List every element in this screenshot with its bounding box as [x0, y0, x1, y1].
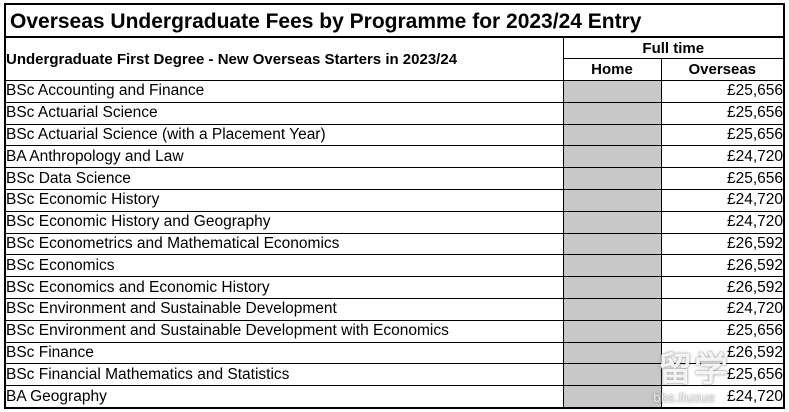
overseas-fee-cell: £24,720: [660, 297, 784, 321]
overseas-fee-cell: £24,720: [660, 145, 784, 169]
subheader-row: Home Overseas: [6, 58, 784, 81]
programme-name: BSc Economics and Economic History: [6, 276, 564, 299]
overseas-fee-cell: £25,656: [660, 167, 784, 190]
home-fee-cell: [562, 319, 662, 343]
table-row: BSc Financial Mathematics and Statistics…: [6, 363, 784, 387]
table-row: BSc Finance £26,592: [6, 341, 784, 365]
programme-name: BSc Actuarial Science: [6, 101, 564, 125]
table-row: BSc Economic History £24,720: [6, 188, 784, 212]
overseas-fee-cell: £24,720: [660, 385, 784, 407]
home-fee-cell: [562, 167, 662, 190]
programme-name: BSc Econometrics and Mathematical Econom…: [6, 232, 564, 256]
home-fee-cell: [562, 363, 662, 387]
header-row: Undergraduate First Degree - New Oversea…: [6, 38, 784, 81]
overseas-fee-cell: £24,720: [660, 188, 784, 212]
programme-name: BSc Finance: [6, 341, 564, 365]
home-fee-cell: [562, 232, 662, 256]
home-fee-cell: [562, 297, 662, 321]
home-fee-cell: [562, 101, 662, 125]
programme-name: BSc Economic History and Geography: [6, 210, 564, 234]
table-row: BSc Environment and Sustainable Developm…: [6, 297, 784, 321]
overseas-fee-cell: £24,720: [660, 210, 784, 234]
programme-name: BSc Accounting and Finance: [6, 80, 564, 103]
programme-name: BSc Environment and Sustainable Developm…: [6, 297, 564, 321]
overseas-fee-cell: £26,592: [660, 232, 784, 256]
table-row: BSc Economics £26,592: [6, 254, 784, 278]
programme-name: BA Geography: [6, 385, 564, 407]
table-row: BSc Actuarial Science (with a Placement …: [6, 123, 784, 147]
home-fee-cell: [562, 210, 662, 234]
home-fee-cell: [562, 188, 662, 212]
home-column-header: Home: [563, 58, 662, 81]
table-row: BSc Economic History and Geography £24,72…: [6, 210, 784, 234]
table-row: BSc Econometrics and Mathematical Econom…: [6, 232, 784, 256]
fees-table: Undergraduate First Degree - New Oversea…: [6, 38, 784, 407]
table-row: BA Geography £24,720: [6, 385, 784, 407]
table-row: BA Anthropology and Law £24,720: [6, 145, 784, 169]
table-row: BSc Actuarial Science £25,656: [6, 101, 784, 125]
overseas-fee-cell: £26,592: [660, 341, 784, 365]
programme-name: BSc Environment and Sustainable Developm…: [6, 319, 564, 343]
home-fee-cell: [562, 123, 662, 147]
table-row: BSc Environment and Sustainable Developm…: [6, 319, 784, 343]
overseas-fee-cell: £25,656: [660, 363, 784, 387]
programme-name: BSc Actuarial Science (with a Placement …: [6, 123, 564, 147]
table-row: BSc Data Science £25,656: [6, 167, 784, 190]
programme-name: BSc Economics: [6, 254, 564, 278]
overseas-fee-cell: £25,656: [660, 123, 784, 147]
programme-name: BSc Data Science: [6, 167, 564, 190]
page-title: Overseas Undergraduate Fees by Programme…: [6, 5, 783, 38]
programme-name: BA Anthropology and Law: [6, 145, 564, 169]
home-fee-cell: [562, 276, 662, 299]
home-fee-cell: [562, 145, 662, 169]
overseas-fee-cell: £25,656: [660, 80, 784, 103]
overseas-fee-cell: £26,592: [660, 276, 784, 299]
table-row: BSc Accounting and Finance £25,656: [6, 80, 784, 103]
table-row: BSc Economics and Economic History £26,59…: [6, 276, 784, 299]
section-heading: Undergraduate First Degree - New Oversea…: [6, 38, 564, 81]
home-fee-cell: [562, 385, 662, 407]
overseas-fee-cell: £25,656: [660, 319, 784, 343]
programme-name: BSc Financial Mathematics and Statistics: [6, 363, 564, 387]
overseas-column-header: Overseas: [660, 58, 784, 81]
full-time-heading: Full time: [562, 38, 784, 60]
programme-name: BSc Economic History: [6, 188, 564, 212]
home-fee-cell: [562, 80, 662, 103]
home-fee-cell: [562, 254, 662, 278]
home-fee-cell: [562, 341, 662, 365]
overseas-fee-cell: £25,656: [660, 101, 784, 125]
overseas-fee-cell: £26,592: [660, 254, 784, 278]
fees-sheet: Overseas Undergraduate Fees by Programme…: [4, 3, 785, 409]
